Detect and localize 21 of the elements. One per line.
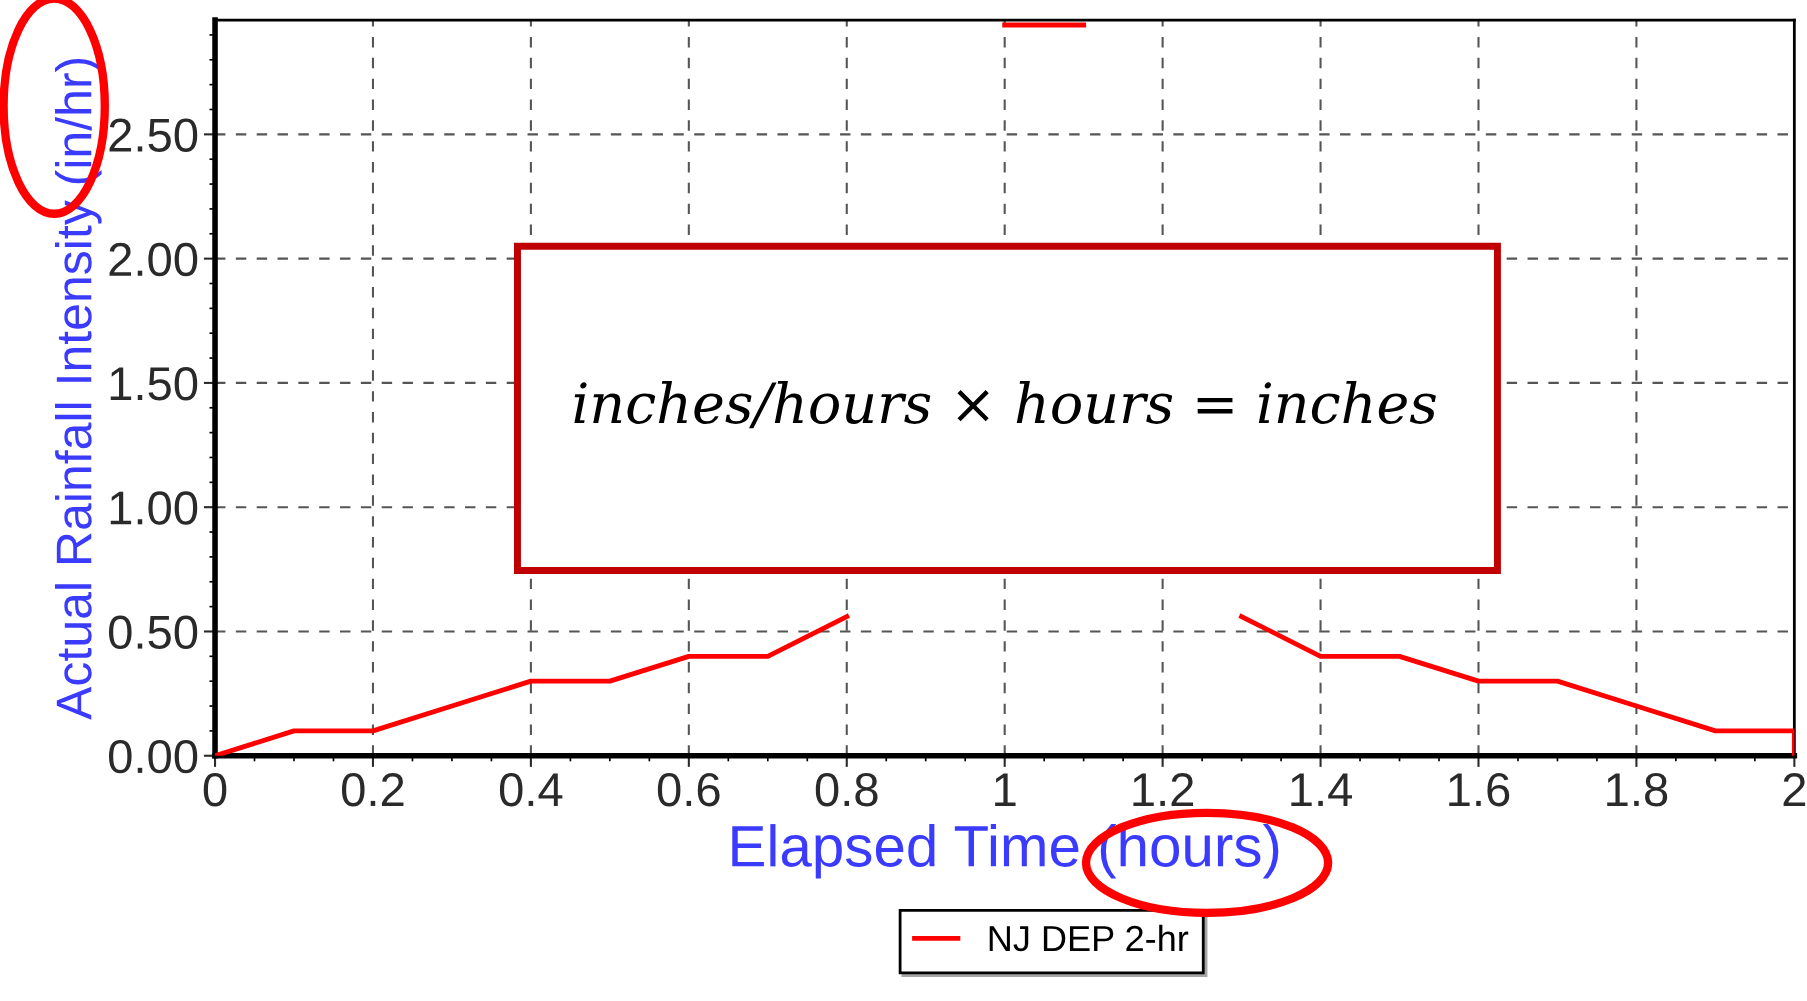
- x-tick-label: 0.8: [815, 772, 878, 807]
- x-tick-label: 2: [1783, 772, 1806, 806]
- y-tick-label: 1.00: [110, 491, 198, 525]
- y-tick-label: 2.50: [109, 118, 198, 152]
- x-tick-label: 1.4: [1291, 773, 1352, 806]
- x-tick-label: 1.2: [1133, 772, 1194, 806]
- y-tick-label: 0.00: [109, 739, 198, 774]
- x-tick-label: 1: [995, 773, 1016, 806]
- annotation: inches/hours × hours = inches: [574, 380, 1436, 429]
- x-tick-label: 1.6: [1449, 772, 1510, 807]
- y-axis-title: Actual Rainfall Intensity (in/hr): [55, 58, 102, 720]
- y-tick-label: 0.50: [109, 615, 198, 650]
- x-tick-label: 0.6: [657, 772, 720, 807]
- x-tick-label: 0: [203, 772, 227, 807]
- x-axis-title: Elapsed Time (hours): [732, 824, 1279, 879]
- y-tick-label: 2.00: [109, 242, 198, 277]
- legend-label: NJ DEP 2-hr: [989, 924, 1189, 952]
- x-tick-label: 0.2: [341, 772, 404, 807]
- x-tick-label: 0.4: [499, 772, 563, 807]
- x-tick-label: 1.8: [1607, 772, 1668, 807]
- y-tick-label: 1.50: [110, 367, 198, 401]
